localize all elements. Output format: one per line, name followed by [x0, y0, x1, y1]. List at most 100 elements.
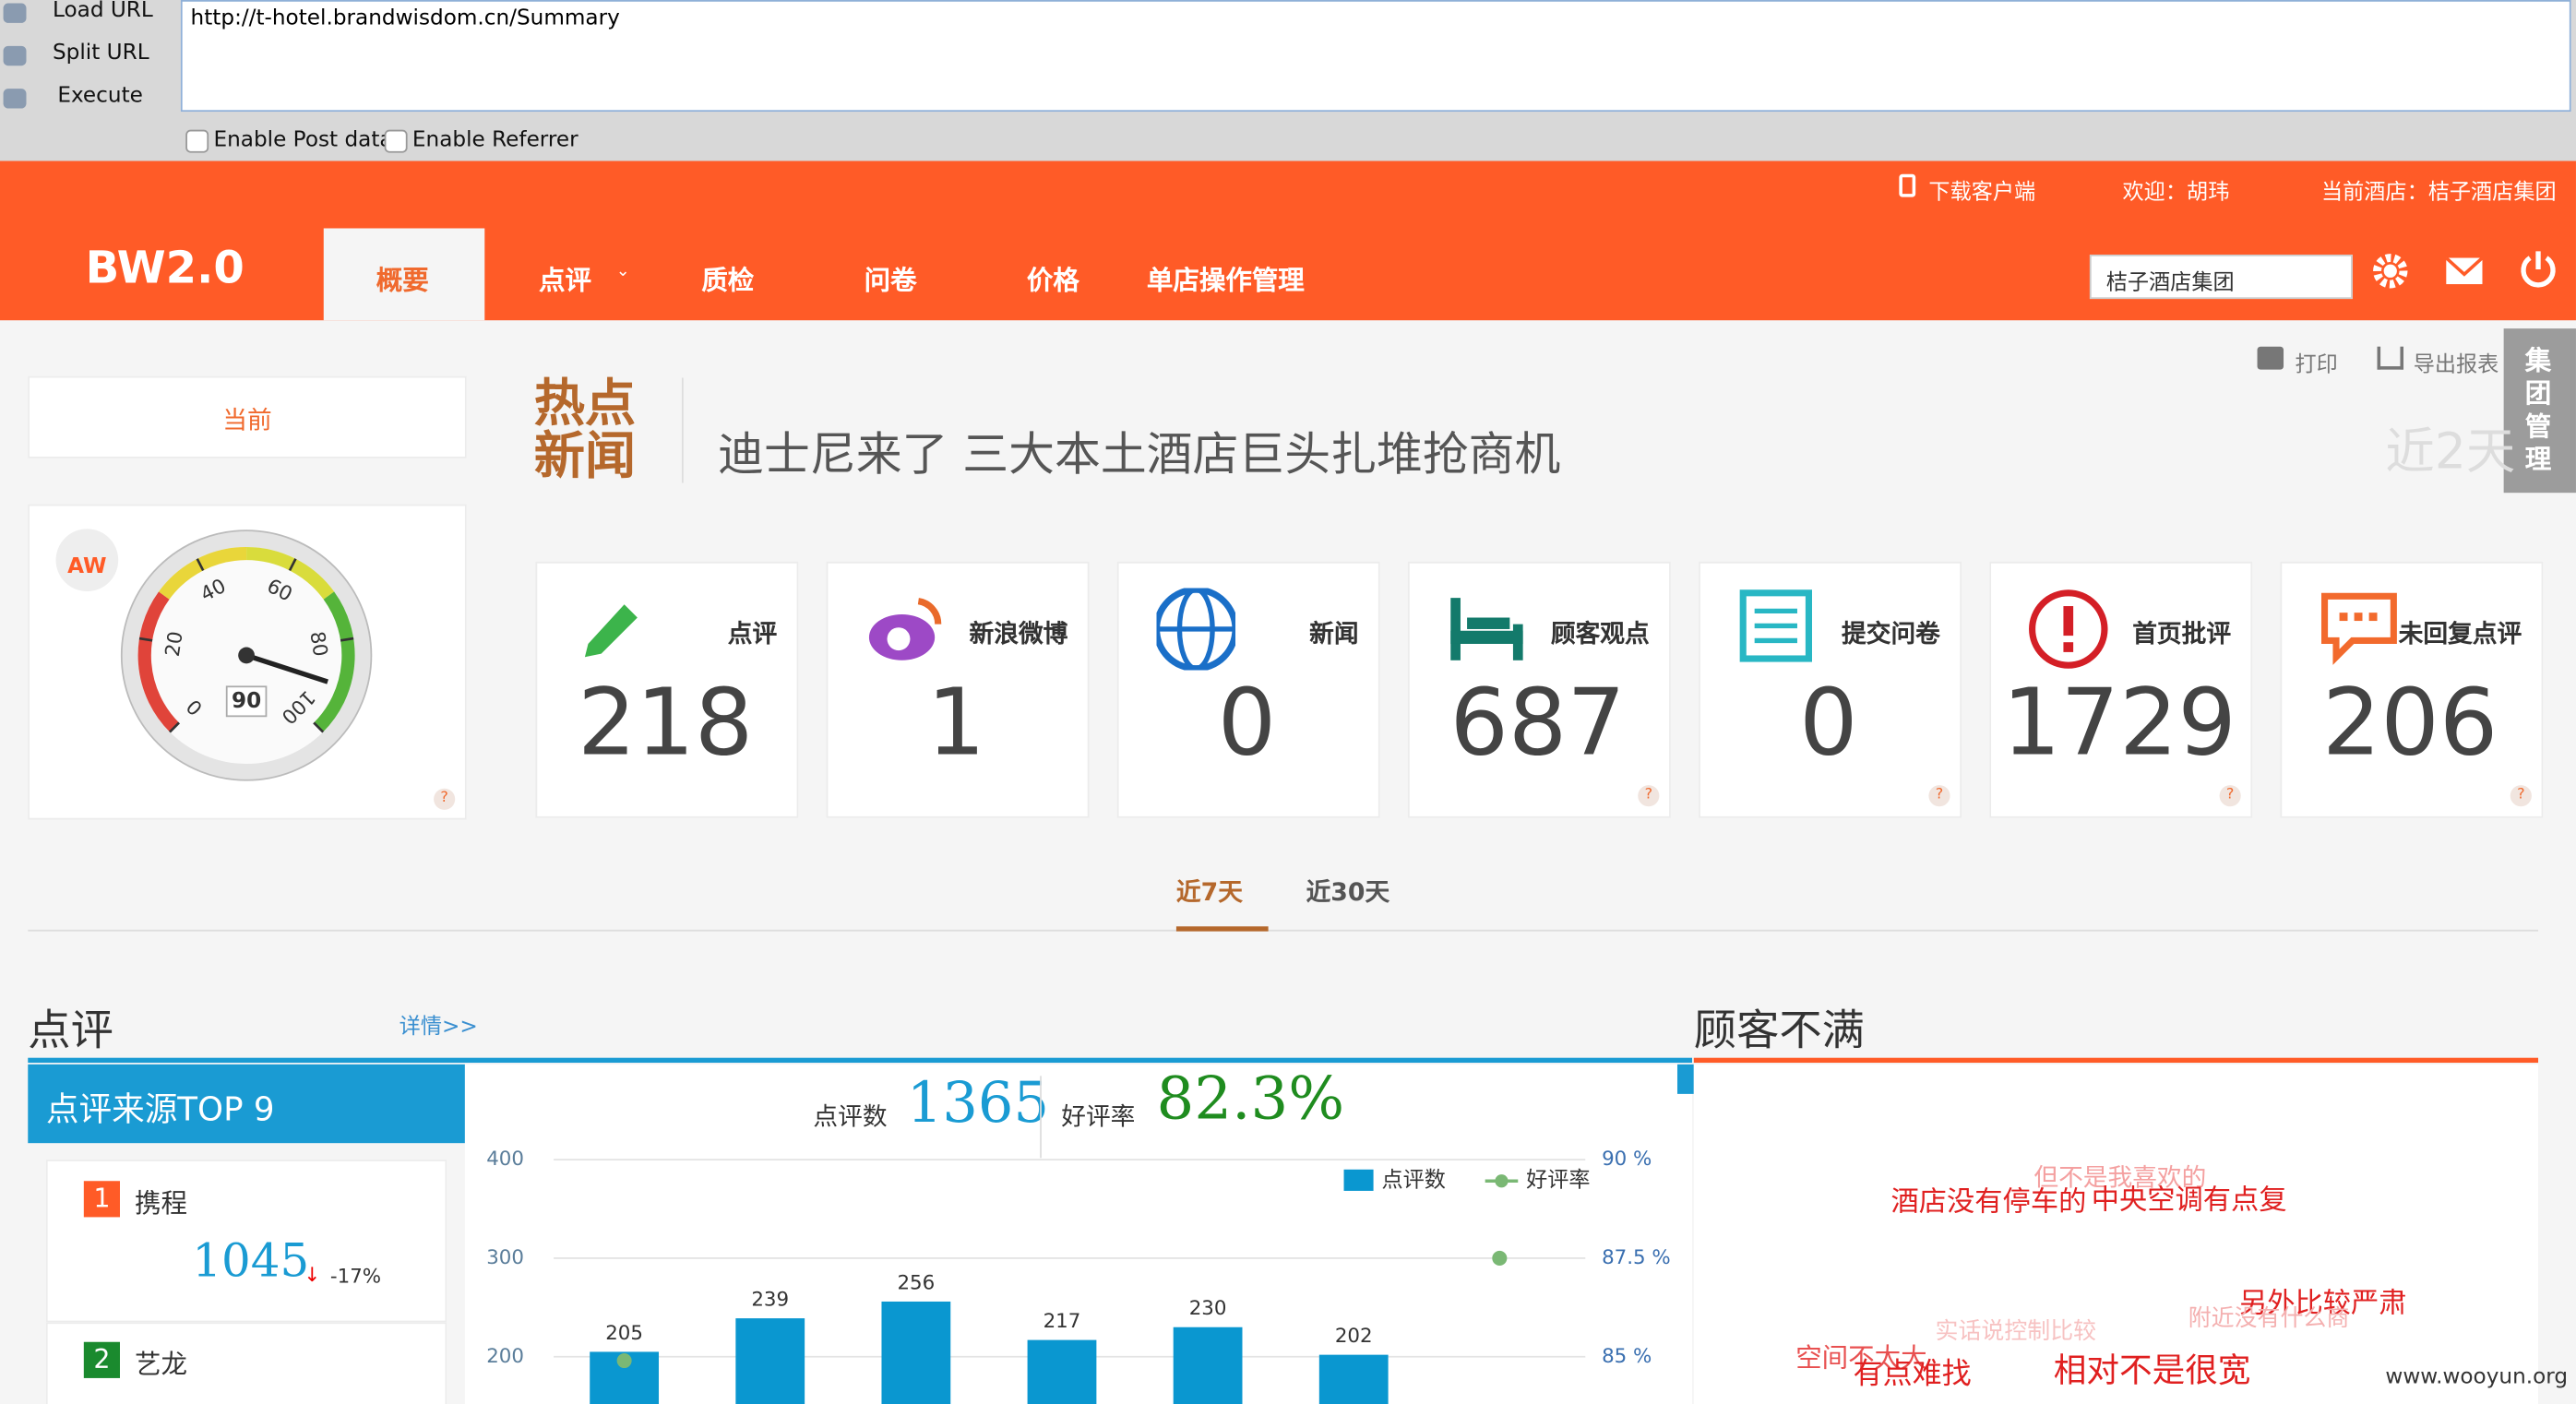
help-icon[interactable]: ?: [434, 788, 456, 810]
news-divider: [681, 377, 684, 483]
stat-label: 提交问卷: [1842, 619, 1940, 649]
cloud-word[interactable]: 相对不是很宽: [2053, 1350, 2251, 1390]
gauge-value: 90: [232, 689, 261, 713]
value-label: 205: [605, 1322, 643, 1345]
gauge-tick-label: 80: [304, 630, 331, 659]
source-item[interactable]: 1 携程 1045 ↓ -17%: [45, 1160, 447, 1323]
toolbar-button[interactable]: Execute: [57, 83, 143, 109]
export-icon: [2377, 346, 2404, 370]
gauge-band: [314, 591, 355, 732]
toolbar-button[interactable]: Split URL: [52, 41, 149, 66]
help-icon[interactable]: ?: [2510, 785, 2532, 807]
line-point: [616, 1353, 632, 1369]
settings-core: [2383, 264, 2397, 278]
stat-value: 687: [1449, 670, 1626, 778]
scroll-marker: [1676, 1064, 1694, 1094]
logo: BW2.0: [85, 243, 244, 294]
legend-label: 点评数: [1381, 1169, 1445, 1193]
gauge-needle: [245, 652, 328, 684]
nav-caret: ⌄: [615, 262, 630, 281]
y-tick-label: 400: [486, 1148, 524, 1171]
stat-label: 点评: [727, 619, 778, 649]
checkbox-label: Enable Referrer: [411, 127, 578, 153]
gauge-tick: [169, 721, 181, 733]
source-item[interactable]: 2 艺龙: [45, 1322, 447, 1404]
down-arrow: ↓: [304, 1263, 321, 1287]
gauge-tick: [340, 637, 354, 642]
toolbar-button[interactable]: Load URL: [52, 0, 153, 23]
tab-active[interactable]: 近7天: [1175, 876, 1243, 907]
cloud-word[interactable]: 但不是我喜欢的: [2033, 1162, 2207, 1193]
stat-value: 206: [2321, 670, 2498, 778]
stat-card[interactable]: [535, 561, 799, 818]
active-tab[interactable]: [323, 228, 485, 321]
y-tick-label: 200: [486, 1345, 524, 1368]
bar: [881, 1301, 951, 1404]
stat-value: 1: [926, 670, 986, 778]
help-icon[interactable]: ?: [1928, 785, 1950, 807]
cloud-word[interactable]: 酒店没有停车的: [1890, 1185, 2087, 1220]
period-text: 当前: [222, 405, 272, 435]
download-link[interactable]: 下载客户端: [1928, 180, 2036, 206]
cloud-word[interactable]: 有点难找: [1853, 1356, 1972, 1392]
gauge-tick: [196, 558, 205, 572]
export-button[interactable]: 导出报表: [2413, 352, 2499, 378]
gauge-tick: [288, 558, 297, 572]
source-title: 点评来源TOP 9: [45, 1089, 275, 1129]
stat-card[interactable]: [1116, 561, 1380, 818]
stat-card[interactable]: [1989, 561, 2253, 818]
nav-item[interactable]: 单店操作管理: [1146, 264, 1305, 296]
stat-icon: [1156, 588, 1236, 671]
value-label: 256: [897, 1271, 935, 1294]
stat-icon: [1739, 589, 1813, 662]
cloud-word[interactable]: 中央空调有点复: [2091, 1184, 2287, 1218]
tab[interactable]: 近30天: [1306, 876, 1390, 907]
section-rule: [28, 1057, 1693, 1064]
nav-item[interactable]: 点评: [539, 264, 592, 296]
news-headline[interactable]: 迪士尼来了 三大本土酒店巨头扎堆抢商机: [718, 426, 1561, 482]
nav-item[interactable]: 概要: [376, 264, 429, 296]
cloud-word[interactable]: 附近没有什么商: [2188, 1305, 2350, 1333]
bar: [1027, 1339, 1097, 1404]
checkbox[interactable]: [384, 129, 408, 153]
stat-card[interactable]: [826, 561, 1090, 818]
help-icon[interactable]: ?: [2219, 785, 2241, 807]
nav-item[interactable]: 问卷: [864, 264, 917, 296]
period-box[interactable]: 当前: [28, 375, 467, 458]
stat-icon: [1450, 598, 1523, 660]
gauge-tick: [313, 721, 325, 733]
line-point: [1492, 1250, 1508, 1266]
stat-icon: [2029, 589, 2108, 669]
details-link[interactable]: 详情>>: [399, 1015, 478, 1041]
url-box[interactable]: http://t-hotel.brandwisdom.cn/Summary: [180, 0, 2571, 113]
count-label: 点评数: [813, 1101, 888, 1132]
checkbox[interactable]: [185, 129, 209, 153]
hotel-search[interactable]: 桔子酒店集团: [2089, 254, 2353, 300]
nav-item[interactable]: 质检: [701, 264, 755, 296]
cloud-word[interactable]: 实话说控制比较: [1935, 1318, 2097, 1346]
print-icon: [2257, 346, 2284, 370]
print-button[interactable]: 打印: [2295, 352, 2338, 378]
current-hotel[interactable]: 当前酒店：桔子酒店集团: [2320, 180, 2557, 206]
divider: [1040, 1076, 1042, 1159]
power-icon[interactable]: [2521, 256, 2556, 288]
stat-card[interactable]: [1699, 561, 1962, 818]
cloud-word[interactable]: 空间不太大: [1795, 1341, 1927, 1374]
section-title: 顾客不满: [1693, 1006, 1866, 1056]
bar: [735, 1318, 805, 1404]
tab-underline: [1175, 926, 1269, 932]
nav-item[interactable]: 价格: [1026, 264, 1079, 296]
cloud-word[interactable]: 另外比较严肃: [2238, 1287, 2407, 1321]
section-rule: [1693, 1057, 2539, 1064]
side-tab[interactable]: 集团管理: [2503, 328, 2576, 494]
gauge-band: [137, 591, 180, 732]
review-chart: 200 300 400 85 % 87.5 % 90 % 205 239 256 217 230 20…: [486, 1148, 1671, 1404]
value-label: 239: [751, 1289, 789, 1312]
source-name: 艺龙: [135, 1348, 188, 1380]
legend-label: 好评率: [1526, 1169, 1590, 1193]
source-change: -17%: [329, 1265, 382, 1288]
help-icon[interactable]: ?: [1638, 785, 1660, 807]
search-text: 桔子酒店集团: [2105, 270, 2235, 296]
